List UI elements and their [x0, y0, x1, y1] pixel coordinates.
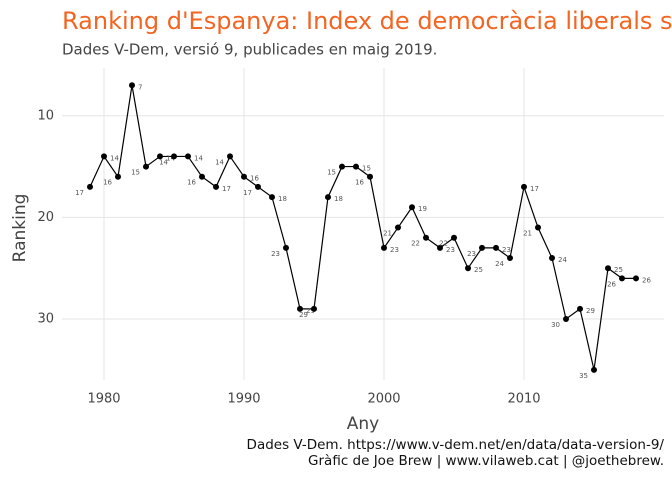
value-label: 23: [467, 250, 476, 258]
data-point: [115, 173, 121, 180]
value-label: 29: [299, 311, 308, 319]
value-label: 14: [215, 158, 224, 166]
data-point: [395, 224, 401, 231]
chart-title: Ranking d'Espanya: Index de democràcia l…: [62, 7, 672, 35]
data-point: [227, 153, 233, 160]
value-label: 29: [306, 307, 315, 315]
data-point: [353, 163, 359, 170]
value-label: 14: [166, 154, 175, 162]
caption: Dades V-Dem. https://www.v-dem.net/en/da…: [247, 437, 665, 453]
data-point: [381, 244, 387, 251]
data-point: [423, 234, 429, 241]
data-point: [563, 316, 569, 323]
y-axis-title: Ranking: [10, 194, 30, 263]
data-point: [367, 173, 373, 180]
chart-subtitle: Dades V-Dem, versió 9, publicades en mai…: [62, 41, 437, 59]
data-point: [577, 305, 583, 312]
data-point: [311, 305, 317, 312]
value-label: 23: [502, 246, 511, 254]
data-point: [465, 265, 471, 272]
value-label: 15: [131, 169, 140, 177]
value-label: 25: [474, 266, 483, 274]
data-point: [143, 163, 149, 170]
data-point: [297, 305, 303, 312]
data-point: [101, 153, 107, 160]
value-label: 15: [327, 169, 336, 177]
x-tick-label: 2010: [507, 392, 540, 407]
series-line: [89, 85, 636, 370]
value-label: 18: [334, 195, 343, 203]
value-label: 17: [222, 185, 231, 193]
value-label: 16: [103, 179, 112, 187]
data-point: [241, 173, 247, 180]
data-point: [619, 275, 625, 282]
data-point: [283, 244, 289, 251]
x-tick-label: 2000: [367, 392, 400, 407]
caption: Gràfic de Joe Brew | www.vilaweb.cat | @…: [308, 453, 664, 469]
value-label: 23: [446, 246, 455, 254]
data-point: [437, 244, 443, 251]
value-label: 25: [614, 266, 623, 274]
data-point: [605, 265, 611, 272]
data-point: [633, 275, 639, 282]
data-point: [479, 244, 485, 251]
value-label: 23: [271, 250, 280, 258]
value-label: 17: [243, 189, 252, 197]
y-tick-label: 20: [37, 210, 54, 225]
data-point: [507, 255, 513, 262]
value-label: 21: [523, 230, 532, 238]
data-point: [451, 234, 457, 241]
value-label: 14: [110, 154, 119, 162]
value-label: 24: [558, 256, 567, 264]
data-point: [549, 255, 555, 262]
data-point: [255, 183, 261, 190]
data-point: [409, 204, 415, 211]
value-label: 17: [530, 185, 539, 193]
value-label: 29: [586, 307, 595, 315]
value-label: 16: [250, 175, 259, 183]
value-label: 14: [194, 154, 203, 162]
data-point: [157, 153, 163, 160]
value-label: 35: [579, 372, 588, 380]
data-point: [129, 82, 135, 89]
x-axis-title: Any: [347, 414, 379, 434]
value-label: 16: [355, 179, 364, 187]
data-point: [87, 183, 93, 190]
data-point: [199, 173, 205, 180]
value-label: 17: [75, 189, 84, 197]
value-label: 21: [383, 230, 392, 238]
data-point: [493, 244, 499, 251]
value-label: 26: [607, 280, 616, 288]
data-point: [269, 194, 275, 201]
data-point: [325, 194, 331, 201]
x-tick-label: 1980: [87, 392, 120, 407]
y-tick-label: 10: [37, 108, 54, 123]
data-point: [213, 183, 219, 190]
value-label: 23: [390, 246, 399, 254]
value-label: 22: [439, 240, 448, 248]
value-label: 18: [278, 195, 287, 203]
data-point: [521, 183, 527, 190]
value-label: 7: [138, 83, 142, 91]
value-label: 15: [362, 165, 371, 173]
value-label: 26: [642, 276, 651, 284]
value-label: 19: [418, 205, 427, 213]
data-point: [171, 153, 177, 160]
value-label: 24: [495, 260, 504, 268]
value-label: 14: [159, 158, 168, 166]
value-label: 16: [187, 179, 196, 187]
data-point: [591, 366, 597, 373]
x-tick-label: 1990: [227, 392, 260, 407]
value-label: 22: [411, 240, 420, 248]
data-point: [339, 163, 345, 170]
value-label: 30: [551, 321, 560, 329]
data-point: [535, 224, 541, 231]
data-point: [185, 153, 191, 160]
y-tick-label: 30: [37, 312, 54, 327]
